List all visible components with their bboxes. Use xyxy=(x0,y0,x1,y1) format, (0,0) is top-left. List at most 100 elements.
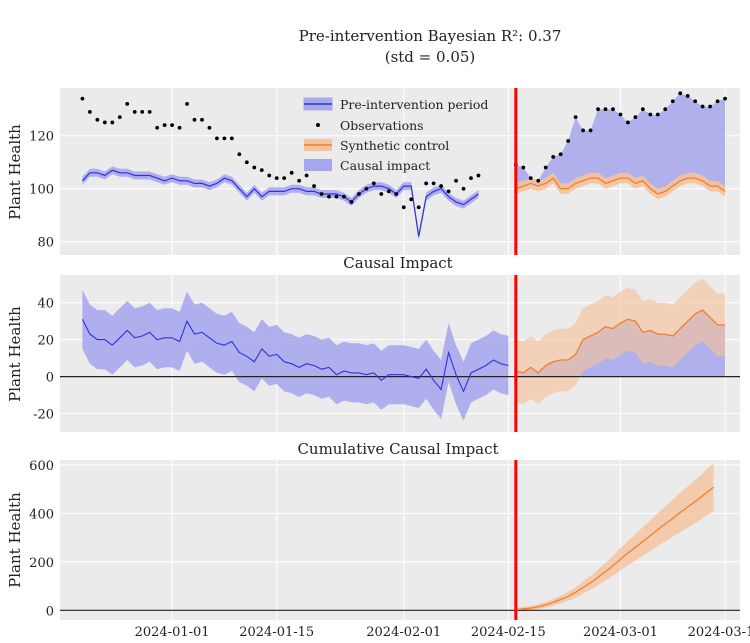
observation-point xyxy=(588,128,593,133)
observation-point xyxy=(102,120,107,125)
legend: Pre-intervention period Observations Syn… xyxy=(303,97,488,173)
figure-title-line1: Pre-intervention Bayesian R²: 0.37 xyxy=(299,27,562,45)
observation-point xyxy=(200,117,204,122)
observation-point xyxy=(274,176,279,181)
legend-entry-observations: Observations xyxy=(316,118,424,133)
causal-impact-band xyxy=(515,93,726,194)
observation-point xyxy=(640,107,645,112)
observation-point xyxy=(394,192,399,196)
observation-point xyxy=(267,173,272,178)
observation-point xyxy=(603,107,608,112)
observation-point xyxy=(663,107,668,112)
synthetic-control-line xyxy=(515,177,726,195)
observation-point xyxy=(596,107,600,112)
bottom-panel-title: Cumulative Causal Impact xyxy=(297,440,498,458)
synthetic-control-band xyxy=(515,172,726,200)
y-tick-label: 20 xyxy=(37,334,54,349)
observation-point xyxy=(192,117,197,122)
observation-point xyxy=(349,200,354,204)
observation-point xyxy=(244,160,249,165)
y-tick-label: 0 xyxy=(46,371,54,386)
observation-point xyxy=(162,123,167,128)
observation-point xyxy=(304,173,309,178)
y-tick-label: -20 xyxy=(33,408,54,423)
observation-point xyxy=(312,184,316,188)
y-tick-label: 80 xyxy=(37,236,54,251)
observation-point xyxy=(521,165,526,170)
observation-point xyxy=(469,176,473,181)
observation-point xyxy=(80,96,85,101)
observation-point xyxy=(558,152,563,157)
x-tick-label: 2024-01-01 xyxy=(135,625,210,640)
observation-point xyxy=(289,170,294,175)
legend-label-pre: Pre-intervention period xyxy=(340,97,488,112)
observation-point xyxy=(409,197,414,202)
observation-point xyxy=(446,189,451,194)
post-impact-band xyxy=(515,278,726,405)
observation-point xyxy=(282,176,287,181)
observation-point xyxy=(723,96,727,101)
y-tick-label: 100 xyxy=(29,183,54,198)
cumulative-line xyxy=(515,486,714,611)
observation-point xyxy=(87,109,92,114)
observation-point xyxy=(551,155,556,159)
middle-ylabel: Plant Health xyxy=(6,306,24,402)
middle-panel-title: Causal Impact xyxy=(343,254,452,272)
y-tick-label: 600 xyxy=(29,459,54,474)
observation-point xyxy=(708,104,713,109)
observation-point xyxy=(439,184,443,188)
observation-point xyxy=(364,186,369,191)
observation-point xyxy=(297,178,302,183)
x-tick-label: 2024-01-15 xyxy=(239,625,314,640)
pre-impact-line xyxy=(81,319,509,393)
legend-entry-pre: Pre-intervention period xyxy=(303,97,488,112)
observation-point xyxy=(140,109,145,114)
observation-point xyxy=(670,99,675,104)
observation-point xyxy=(715,99,720,104)
observation-point xyxy=(334,194,339,199)
chart-marks xyxy=(60,88,740,620)
legend-swatch-dot xyxy=(316,123,320,127)
observation-point xyxy=(371,181,376,186)
observation-point xyxy=(536,178,541,183)
observation-point xyxy=(476,173,481,178)
observation-point xyxy=(117,115,122,120)
observation-point xyxy=(252,165,257,170)
x-tick-label: 2024-03-15 xyxy=(688,625,750,640)
observation-point xyxy=(386,189,391,194)
observation-point xyxy=(95,117,100,122)
observation-point xyxy=(581,128,585,133)
top-ylabel: Plant Health xyxy=(6,124,24,220)
observation-point xyxy=(401,205,406,210)
legend-label-impact: Causal impact xyxy=(340,158,430,173)
observation-point xyxy=(327,194,331,199)
observation-point xyxy=(611,107,615,112)
observation-point xyxy=(454,178,458,183)
x-tick-label: 2024-02-01 xyxy=(366,625,441,640)
observation-point xyxy=(185,102,189,106)
observation-point xyxy=(626,120,630,125)
observation-point xyxy=(461,186,466,191)
observation-point xyxy=(528,176,533,181)
observation-point xyxy=(655,112,660,117)
x-tick-label: 2024-03-01 xyxy=(583,625,658,640)
y-tick-label: 120 xyxy=(29,130,54,145)
observation-point xyxy=(431,181,436,186)
observation-point xyxy=(379,192,384,196)
post-impact-line xyxy=(515,309,726,374)
observation-point xyxy=(132,109,137,114)
observation-point xyxy=(543,165,548,170)
observation-point xyxy=(618,112,623,117)
y-tick-label: 0 xyxy=(46,604,54,619)
observation-point xyxy=(678,91,683,96)
observation-point xyxy=(648,112,653,117)
x-tick-label: 2024-02-15 xyxy=(471,625,546,640)
legend-label-observations: Observations xyxy=(340,118,424,133)
observation-point xyxy=(416,205,421,210)
observation-point xyxy=(177,125,182,130)
legend-swatch-band xyxy=(304,159,332,171)
pre-impact-band xyxy=(82,289,509,421)
observation-point xyxy=(222,136,227,141)
